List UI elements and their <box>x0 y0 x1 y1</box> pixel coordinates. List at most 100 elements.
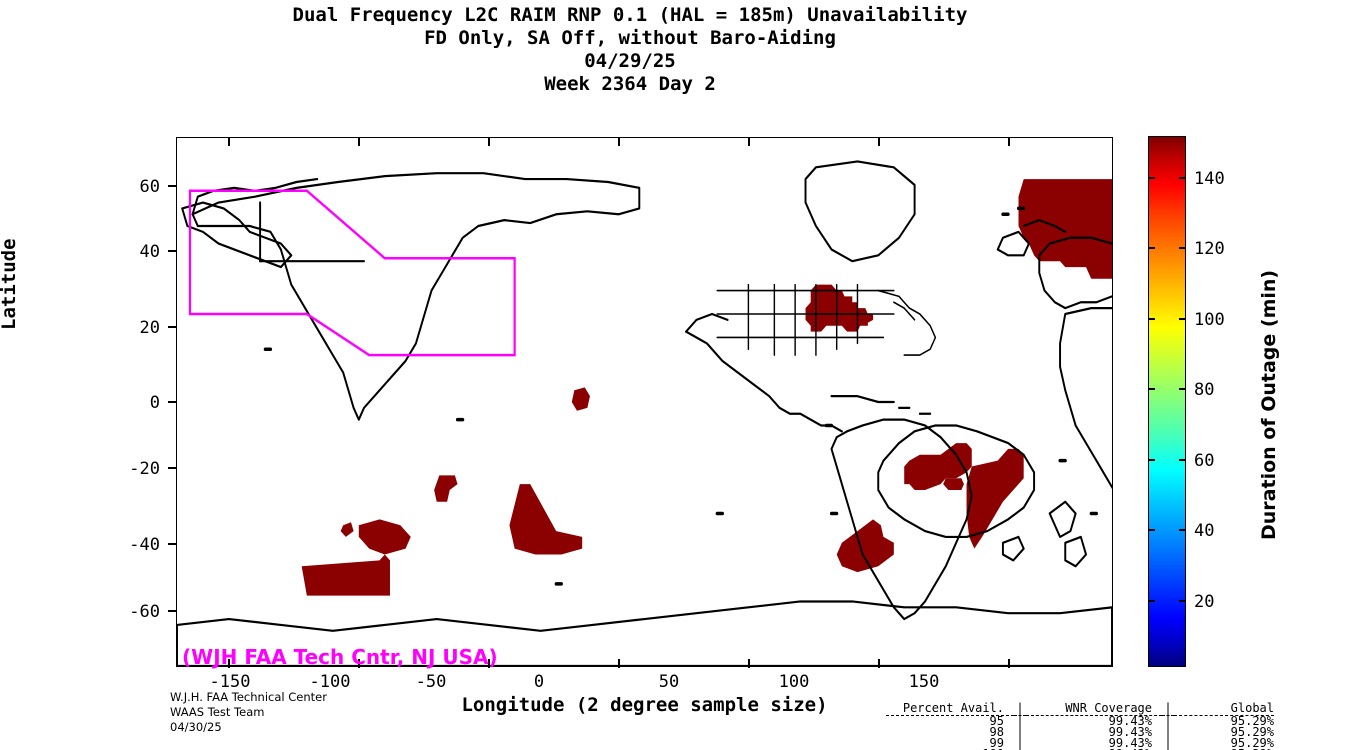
colorbar-tickmark-right-40 <box>1179 529 1186 531</box>
outage-region-south-pacific-2 <box>358 519 411 555</box>
x-tickmark-top-0 <box>618 137 620 146</box>
y-tick-label-m20: -20 <box>129 459 160 479</box>
x-tick-label-150: 150 <box>908 672 940 692</box>
y-tickmark-m60 <box>168 610 177 612</box>
colorbar-axis-label: Duration of Outage (min) <box>1258 269 1280 540</box>
x-tickmark-top-100 <box>878 137 880 146</box>
credit-line-3: 04/30/25 <box>170 720 222 734</box>
colorbar-label-100: 100 <box>1194 310 1225 330</box>
y-tick-label-60: 60 <box>139 177 160 197</box>
stats-header-percent-avail: Percent Avail. <box>902 701 1004 715</box>
title-line-3: 04/29/25 <box>584 50 676 72</box>
title-line-1: Dual Frequency L2C RAIM RNP 0.1 (HAL = 1… <box>292 4 968 26</box>
stats-divider <box>886 714 1274 716</box>
stats-cell-sep-1: | <box>1014 748 1026 750</box>
x-tickmark-top-m100 <box>358 137 360 146</box>
credit-line-1: W.J.H. FAA Technical Center <box>170 690 327 704</box>
watermark-text: (WJH FAA Tech Cntr, NJ USA) <box>182 645 498 669</box>
x-tickmark-m100 <box>358 659 360 668</box>
colorbar-tickmark-right-80 <box>1179 388 1186 390</box>
outage-region-ne-siberia <box>1018 179 1112 279</box>
colorbar-label-40: 40 <box>1194 521 1215 541</box>
world-map <box>177 160 1112 666</box>
colorbar-label-140: 140 <box>1194 169 1225 189</box>
colorbar-tickmark-60 <box>1148 459 1155 461</box>
x-tickmark-0 <box>618 659 620 668</box>
outage-region-south-pacific-1 <box>434 475 458 502</box>
stats-cell-sep-2: | <box>1164 714 1172 728</box>
stats-rule-row <box>886 714 1274 716</box>
y-tickmark-60 <box>168 185 177 187</box>
x-tick-label-m100: -100 <box>309 672 351 692</box>
table-row: 100 | 99.43% | 95.29% <box>886 748 1274 750</box>
colorbar-tickmark-right-20 <box>1179 600 1186 602</box>
x-tickmark-m150 <box>228 659 230 668</box>
stats-cell-wnr: 99.43% <box>1108 714 1152 728</box>
x-tickmark-100 <box>878 659 880 668</box>
stats-cell-wnr: 99.43% <box>1026 748 1162 750</box>
colorbar-tickmark-right-120 <box>1179 247 1186 249</box>
colorbar-label-80: 80 <box>1194 380 1215 400</box>
stats-cell-global: 95.29% <box>1230 725 1274 739</box>
outage-region-southern-ocean <box>301 554 390 596</box>
title-line-2: FD Only, SA Off, without Baro-Aiding <box>424 27 836 49</box>
map-plot-area <box>176 137 1113 667</box>
stats-header-sep-2: | <box>1164 701 1172 715</box>
colorbar-label-120: 120 <box>1194 239 1225 259</box>
stats-cell-wnr: 99.43% <box>1108 725 1152 739</box>
stats-table: Percent Avail. | WNR Coverage | Global 9… <box>886 701 1274 750</box>
x-tickmark-top-150 <box>1008 137 1010 146</box>
y-tick-label-0: 0 <box>149 393 160 413</box>
stats-cell-sep-2: | <box>1164 736 1172 750</box>
stats-cell-sep-1: | <box>1016 725 1024 739</box>
stats-cell-global: 95.29% <box>1230 736 1274 750</box>
stats-cell-sep-1: | <box>1016 714 1024 728</box>
x-tick-label-0: 0 <box>533 672 545 692</box>
stats-cell-wnr: 99.43% <box>1108 736 1152 750</box>
outage-region-tasman-sea <box>966 448 1024 549</box>
colorbar-tickmark-100 <box>1148 318 1155 320</box>
stats-cell-percent: 95 <box>989 714 1004 728</box>
colorbar-tickmark-40 <box>1148 529 1155 531</box>
stats-cell-global: 95.29% <box>1230 714 1274 728</box>
credit-block: W.J.H. FAA Technical Center WAAS Test Te… <box>170 690 327 735</box>
y-tickmark-40 <box>168 250 177 252</box>
table-row: 98 | 99.43% | 95.29% <box>886 725 1274 739</box>
colorbar-tickmark-120 <box>1148 247 1155 249</box>
outage-regions <box>301 179 1112 596</box>
colorbar-tickmark-right-60 <box>1179 459 1186 461</box>
outage-region-south-pacific-3 <box>340 522 354 537</box>
colorbar-tickmark-140 <box>1148 177 1155 179</box>
stats-cell-percent: 98 <box>989 725 1004 739</box>
colorbar-label-20: 20 <box>1194 592 1215 612</box>
y-tickmark-0 <box>168 401 177 403</box>
x-tick-label-m150: -150 <box>209 672 251 692</box>
x-tickmark-top-m150 <box>228 137 230 146</box>
credit-line-2: WAAS Test Team <box>170 705 265 719</box>
outage-region-australia-small <box>943 478 964 490</box>
x-axis-label: Longitude (2 degree sample size) <box>461 694 828 716</box>
colorbar-tickmark-right-140 <box>1179 177 1186 179</box>
stats-cell-sep-1: | <box>1016 736 1024 750</box>
outage-region-indian-ocean <box>836 519 894 573</box>
x-tick-label-100: 100 <box>778 672 810 692</box>
x-tickmark-top-m50 <box>488 137 490 146</box>
stats-cell-percent: 99 <box>989 736 1004 750</box>
chart-title-block: Dual Frequency L2C RAIM RNP 0.1 (HAL = 1… <box>0 4 1260 96</box>
stats-header-wnr-coverage: WNR Coverage <box>1065 701 1152 715</box>
outage-region-equatorial-atlantic <box>571 387 590 411</box>
y-axis-label: Latitude <box>0 238 20 330</box>
colorbar-tickmark-20 <box>1148 600 1155 602</box>
table-row: 99 | 99.43% | 95.29% <box>886 736 1274 750</box>
colorbar-tickmark-80 <box>1148 388 1155 390</box>
stats-cell-global: 95.29% <box>1174 748 1274 750</box>
wnr-boundary-polygon <box>188 189 516 357</box>
y-tickmark-m40 <box>168 543 177 545</box>
outage-region-us-four-corners <box>805 284 874 332</box>
x-tickmark-50 <box>748 659 750 668</box>
x-tick-label-50: 50 <box>658 672 680 692</box>
stats-cell-percent: 100 <box>886 748 1014 750</box>
availability-stats-table: Percent Avail. | WNR Coverage | Global 9… <box>886 681 1274 750</box>
table-row: 95 | 99.43% | 95.29% <box>886 714 1274 728</box>
x-tick-label-m50: -50 <box>415 672 447 692</box>
